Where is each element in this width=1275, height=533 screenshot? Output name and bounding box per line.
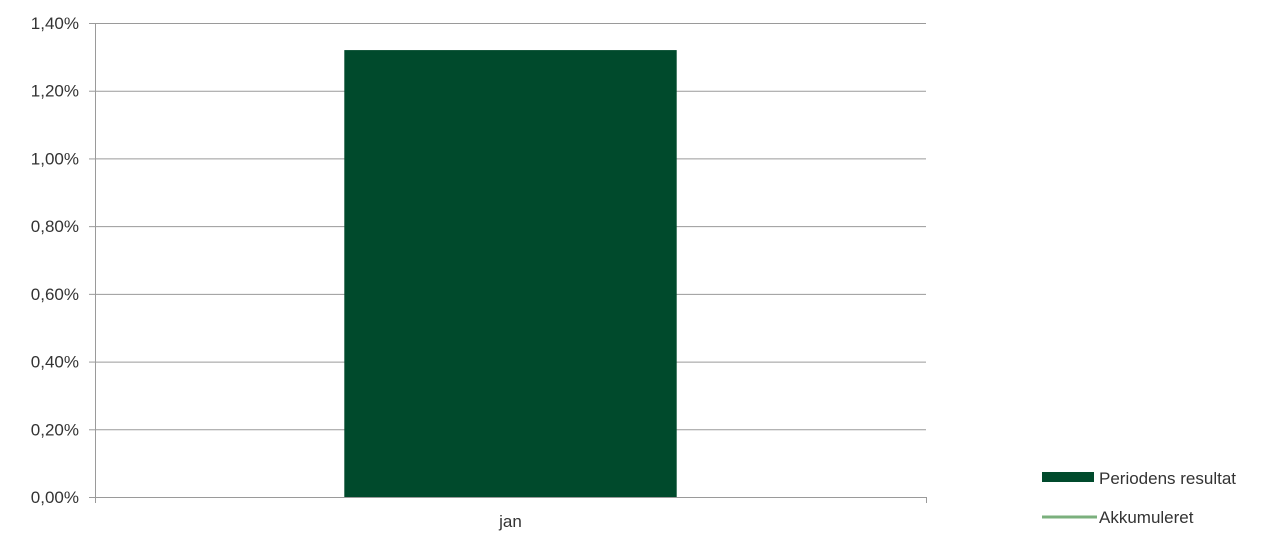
y-tick-label: 0,00% xyxy=(31,488,79,507)
legend-label-akkumuleret: Akkumuleret xyxy=(1099,508,1194,527)
y-tick-label: 0,60% xyxy=(31,285,79,304)
legend-label-periodens-resultat: Periodens resultat xyxy=(1099,469,1236,488)
y-tick-label: 0,40% xyxy=(31,353,79,372)
bar-jan xyxy=(344,50,677,497)
y-tick-label: 0,80% xyxy=(31,217,79,236)
y-tick-label: 1,00% xyxy=(31,149,79,168)
y-tick-label: 0,20% xyxy=(31,420,79,439)
x-tick-label: jan xyxy=(498,512,522,531)
y-tick-label: 1,40% xyxy=(31,14,79,33)
axis-labels: 0,00% 0,20% 0,40% 0,60% 0,80% 1,00% 1,20% 1,40%… xyxy=(31,14,522,531)
y-tick-label: 1,20% xyxy=(31,82,79,101)
bar-series xyxy=(344,50,677,497)
axes xyxy=(89,23,927,503)
legend-swatch-bar xyxy=(1042,472,1094,482)
legend: Periodens resultat Akkumuleret xyxy=(1042,469,1236,527)
